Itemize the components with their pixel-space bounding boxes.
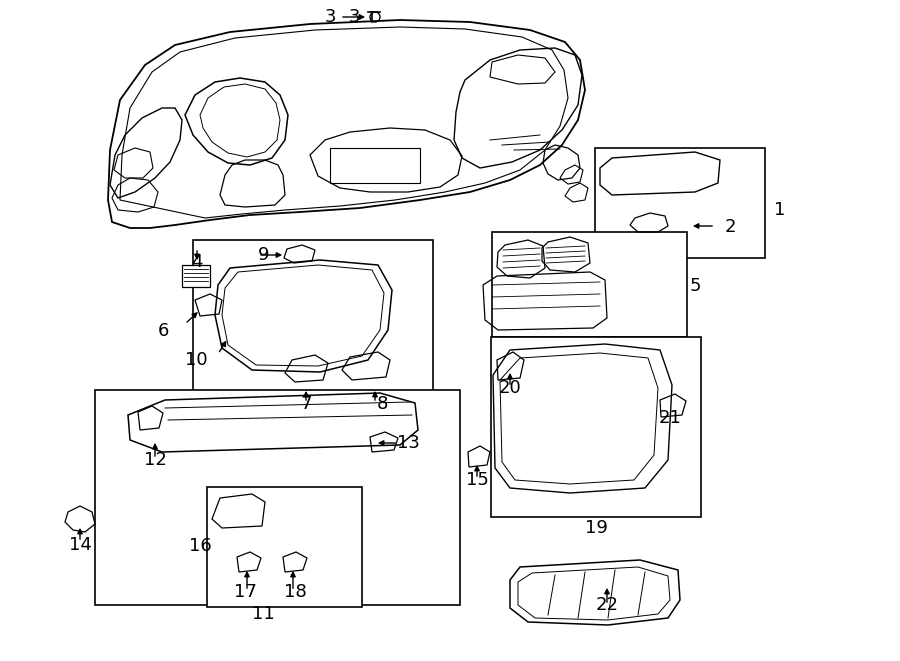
- Text: 11: 11: [252, 605, 274, 623]
- Text: 16: 16: [189, 537, 212, 555]
- Text: 13: 13: [397, 434, 419, 452]
- Text: 7: 7: [301, 395, 311, 413]
- Text: 2: 2: [724, 218, 736, 236]
- Bar: [207, 487, 362, 607]
- Bar: [491, 337, 701, 517]
- Text: 22: 22: [596, 596, 618, 614]
- Text: 21: 21: [659, 409, 681, 427]
- Bar: [330, 148, 420, 183]
- Text: 4: 4: [191, 253, 202, 271]
- Text: 3: 3: [348, 8, 360, 26]
- Bar: [193, 240, 433, 415]
- Text: 5: 5: [689, 277, 701, 295]
- Text: 17: 17: [234, 583, 256, 601]
- Text: 14: 14: [68, 536, 92, 554]
- Text: 12: 12: [144, 451, 166, 469]
- Text: 6: 6: [158, 322, 168, 340]
- Text: 3: 3: [324, 8, 336, 26]
- Text: 20: 20: [499, 379, 521, 397]
- Bar: [492, 232, 687, 337]
- Text: 19: 19: [585, 519, 608, 537]
- Text: 8: 8: [376, 395, 388, 413]
- Text: 9: 9: [258, 246, 270, 264]
- Bar: [182, 265, 210, 287]
- Text: 15: 15: [465, 471, 489, 489]
- Text: 18: 18: [284, 583, 306, 601]
- Bar: [95, 390, 460, 605]
- Text: 10: 10: [184, 351, 207, 369]
- Bar: [595, 148, 765, 258]
- Text: 1: 1: [774, 201, 786, 219]
